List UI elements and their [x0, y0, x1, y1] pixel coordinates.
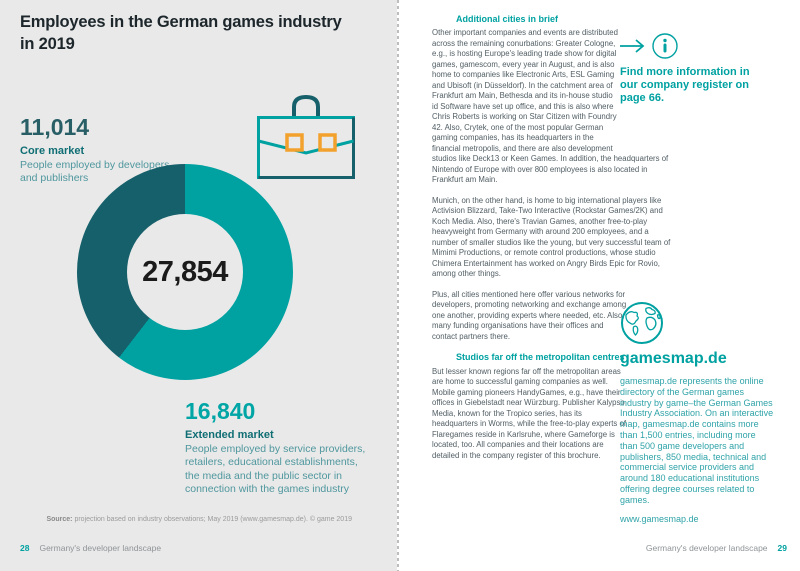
- heading-studios-far-off: Studios far off the metropolitan centres: [456, 352, 625, 363]
- right-footer-label: Germany's developer landscape: [645, 543, 768, 553]
- source-text: projection based on industry observation…: [72, 516, 352, 523]
- main-text-column: Additional cities in brief Other importa…: [432, 14, 676, 471]
- core-market-label: Core market: [20, 145, 85, 157]
- gamesmap-description: gamesmap.de represents the online direct…: [620, 376, 774, 505]
- core-market-stat: 11,014 Core market People employed by de…: [20, 114, 185, 186]
- info-icon: [652, 33, 678, 59]
- source-note: Source: projection based on industry obs…: [20, 516, 352, 523]
- left-footer-label: Germany's developer landscape: [39, 543, 162, 553]
- gamesmap-title: gamesmap.de: [620, 350, 727, 367]
- left-page: Employees in the German games industry i…: [0, 0, 397, 571]
- page-divider: [397, 0, 399, 571]
- core-market-value: 11,014: [20, 114, 90, 140]
- employees-donut-chart: 27,854: [77, 164, 293, 380]
- page-title: Employees in the German games industry i…: [20, 13, 342, 53]
- briefcase-icon: [257, 94, 355, 179]
- heading-additional-cities: Additional cities in brief: [456, 14, 559, 24]
- callout-icons: [620, 33, 678, 59]
- globe-icon: [621, 302, 663, 344]
- donut-hole: 27,854: [127, 214, 243, 330]
- extended-market-value: 16,840: [185, 398, 256, 424]
- paragraph-networks: Plus, all cities mentioned here offer va…: [432, 289, 627, 341]
- left-page-number: 28: [20, 543, 30, 553]
- paragraph-text: Other important companies and events are…: [432, 28, 669, 185]
- paragraph-additional-cities-1: Other important companies and events are…: [432, 28, 676, 186]
- extended-market-label: Extended market: [185, 429, 274, 441]
- right-page-number: 29: [777, 543, 787, 553]
- extended-market-description: People employed by service providers, re…: [185, 443, 366, 496]
- core-market-description: People employed by developers and publis…: [20, 159, 170, 185]
- source-prefix: Source:: [46, 516, 73, 523]
- donut-total-label: 27,854: [142, 255, 228, 288]
- left-footer: 28 Germany's developer landscape: [20, 543, 161, 553]
- arrow-right-icon: [620, 39, 645, 53]
- paragraph-regions: But lesser known regions far off the met…: [432, 366, 627, 460]
- extended-market-stat: 16,840 Extended market People employed b…: [185, 398, 370, 497]
- right-page: Additional cities in brief Other importa…: [400, 0, 800, 571]
- right-footer: Germany's developer landscape 29: [646, 543, 787, 553]
- company-register-callout: Find more information in our company reg…: [620, 66, 750, 104]
- paragraph-munich: Munich, on the other hand, is home to bi…: [432, 195, 671, 279]
- gamesmap-url-link[interactable]: www.gamesmap.de: [620, 514, 699, 524]
